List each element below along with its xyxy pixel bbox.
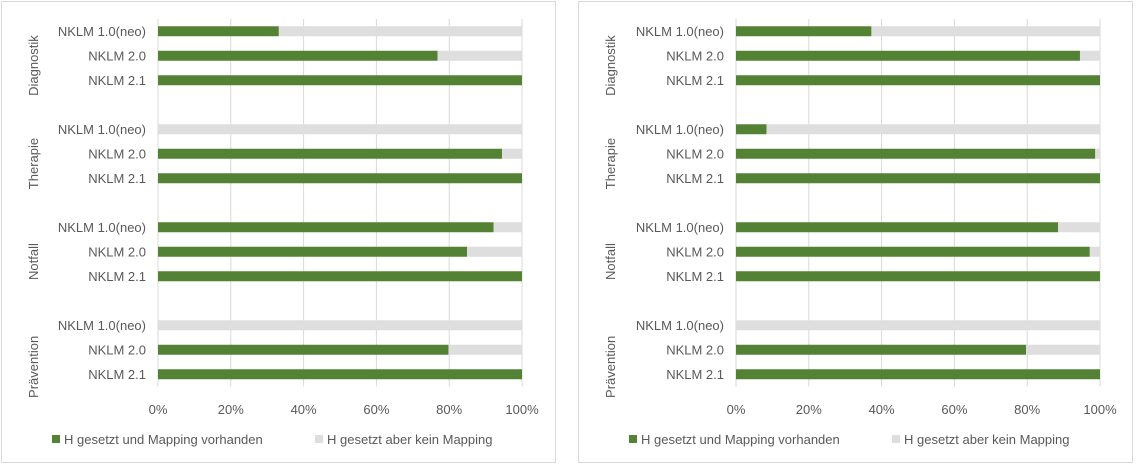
legend-swatch [892,435,900,443]
category-label: NKLM 2.1 [88,73,146,88]
x-tick-label: 100% [505,402,539,417]
legend-label: H gesetzt aber kein Mapping [327,432,492,447]
bar-mapping [158,369,522,380]
category-label: NKLM 1.0(neo) [636,24,724,39]
category-label: NKLM 2.1 [666,171,724,186]
legend-swatch [629,435,637,443]
category-label: NKLM 1.0(neo) [58,318,146,333]
category-label: NKLM 2.0 [88,342,146,357]
category-label: NKLM 2.0 [666,146,724,161]
group-label: Prävention [603,336,618,398]
legend-swatch [315,435,323,443]
x-tick-label: 60% [363,402,389,417]
bar-mapping [736,50,1080,61]
category-label: NKLM 2.1 [88,367,146,382]
group-label: Therapie [26,138,41,189]
x-tick-label: 60% [941,402,967,417]
bar-no-mapping [1079,50,1100,61]
group-label: Therapie [603,138,618,189]
bar-mapping [158,148,502,159]
bar-mapping [736,173,1100,184]
category-label: NKLM 2.0 [666,48,724,63]
category-label: NKLM 2.1 [666,73,724,88]
category-label: NKLM 2.1 [88,171,146,186]
bar-mapping [736,148,1096,159]
bar-no-mapping [158,124,522,135]
bar-no-mapping [493,222,522,233]
x-tick-label: 40% [869,402,895,417]
chart-panel-right: 0% 20% 40% 60% 80% 100% Diagnostik NKLM 1.0(neo… [578,1,1133,463]
bar-no-mapping [1089,246,1100,257]
bar-mapping [158,50,438,61]
group-label: Notfall [603,243,618,280]
bar-mapping [736,369,1100,380]
category-label: NKLM 1.0(neo) [636,318,724,333]
bar-mapping [158,173,522,184]
bar-chart: 0% 20% 40% 60% 80% 100% Diagnostik NKLM 1.0(neo… [26,19,539,447]
x-tick-label: 40% [291,402,317,417]
bar-mapping [736,271,1100,282]
category-label: NKLM 1.0(neo) [58,220,146,235]
category-label: NKLM 1.0(neo) [58,24,146,39]
category-label: NKLM 2.1 [88,269,146,284]
x-tick-label: 20% [796,402,822,417]
x-tick-label: 20% [218,402,244,417]
bar-no-mapping [501,148,522,159]
chart-panel-left: 0% 20% 40% 60% 80% 100% Diagnostik NKLM 1.0(neo… [1,1,556,463]
bar-no-mapping [1026,344,1100,355]
x-tick-label: 80% [436,402,462,417]
category-label: NKLM 1.0(neo) [636,220,724,235]
group-label: Diagnostik [603,35,618,96]
bar-no-mapping [736,320,1100,331]
bar-no-mapping [278,26,522,37]
legend-label: H gesetzt aber kein Mapping [904,432,1069,447]
category-label: NKLM 2.0 [88,146,146,161]
bar-no-mapping [1095,148,1100,159]
legend-label: H gesetzt und Mapping vorhanden [64,432,263,447]
bar-mapping [736,124,767,135]
bar-mapping [736,344,1027,355]
category-label: NKLM 2.0 [88,244,146,259]
x-tick-label: 0% [149,402,168,417]
group-label: Diagnostik [26,35,41,96]
legend-label: H gesetzt und Mapping vorhanden [641,432,840,447]
bar-no-mapping [1058,222,1100,233]
category-label: NKLM 1.0(neo) [58,122,146,137]
bar-no-mapping [871,26,1100,37]
bar-mapping [158,26,279,37]
category-label: NKLM 2.0 [88,48,146,63]
x-tick-label: 80% [1014,402,1040,417]
legend-swatch [52,435,60,443]
category-label: NKLM 2.0 [666,244,724,259]
x-tick-label: 0% [727,402,746,417]
category-label: NKLM 1.0(neo) [636,122,724,137]
bar-no-mapping [437,50,522,61]
bar-mapping [158,344,449,355]
bar-mapping [158,246,468,257]
bar-mapping [736,246,1090,257]
bar-no-mapping [766,124,1100,135]
bar-no-mapping [158,320,522,331]
bar-mapping [158,75,522,86]
bar-mapping [158,271,522,282]
bar-no-mapping [467,246,522,257]
bar-mapping [736,75,1100,86]
category-label: NKLM 2.0 [666,342,724,357]
bar-chart: 0% 20% 40% 60% 80% 100% Diagnostik NKLM 1.0(neo… [603,19,1117,447]
category-label: NKLM 2.1 [666,269,724,284]
bar-no-mapping [448,344,522,355]
bar-mapping [736,222,1059,233]
bar-mapping [736,26,872,37]
x-tick-label: 100% [1083,402,1117,417]
group-label: Prävention [26,336,41,398]
category-label: NKLM 2.1 [666,367,724,382]
bar-mapping [158,222,494,233]
group-label: Notfall [26,243,41,280]
